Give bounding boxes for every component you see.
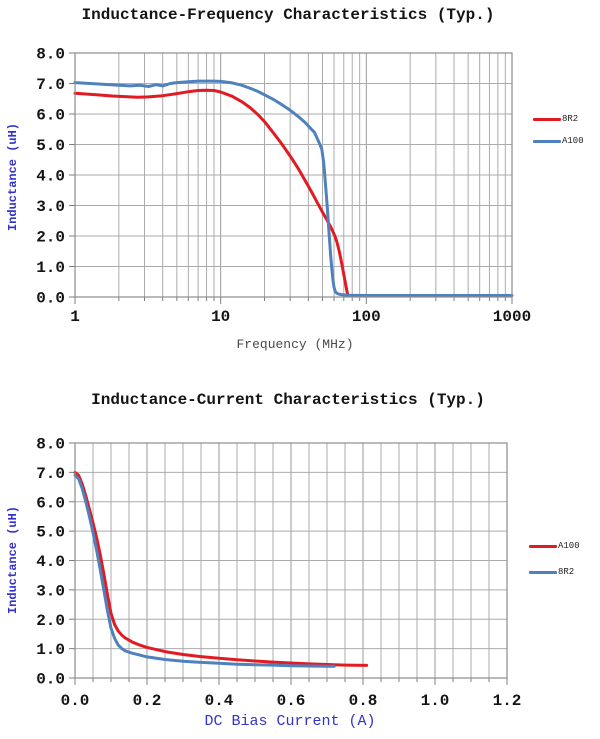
svg-text:5.0: 5.0 <box>36 137 65 155</box>
legend-swatch-8R2 <box>533 117 561 121</box>
legend-label: A100 <box>562 136 584 146</box>
svg-text:0.2: 0.2 <box>133 692 162 710</box>
svg-text:0.0: 0.0 <box>36 290 65 308</box>
svg-text:0.4: 0.4 <box>205 692 234 710</box>
svg-text:4.0: 4.0 <box>36 168 65 186</box>
grid-lines <box>75 443 507 678</box>
legend-item-A100: A100 <box>533 130 584 152</box>
svg-text:3.0: 3.0 <box>36 198 65 216</box>
svg-text:6.0: 6.0 <box>36 107 65 125</box>
series-lines <box>73 79 514 298</box>
svg-text:1000: 1000 <box>493 308 531 326</box>
series-line-A100 <box>73 79 514 297</box>
svg-text:7.0: 7.0 <box>36 76 65 94</box>
svg-text:2.0: 2.0 <box>36 612 65 630</box>
inductance-frequency-chart: Inductance-Frequency Characteristics (Ty… <box>6 6 584 352</box>
legend: A100 8R2 <box>529 533 580 585</box>
svg-text:0.8: 0.8 <box>349 692 378 710</box>
plot-frame <box>74 52 513 298</box>
svg-text:6.0: 6.0 <box>36 494 65 512</box>
svg-text:1.0: 1.0 <box>36 259 65 277</box>
svg-text:7.0: 7.0 <box>36 465 65 483</box>
legend-item-A100: A100 <box>529 533 580 559</box>
frequency-plot-area: 0.0 1.0 2.0 3.0 4.0 5.0 6.0 7.0 8.0 1 10 100 1000 <box>36 46 531 326</box>
svg-text:10: 10 <box>211 308 230 326</box>
legend-label: 8R2 <box>562 114 579 124</box>
tick-labels: 0.0 1.0 2.0 3.0 4.0 5.0 6.0 7.0 8.0 1 10 100 1000 <box>36 46 531 326</box>
grid-lines <box>75 53 512 297</box>
legend-swatch-A100 <box>529 544 557 548</box>
legend-swatch-A100 <box>533 139 561 143</box>
svg-text:8.0: 8.0 <box>36 46 65 64</box>
axis-ticks <box>69 52 513 304</box>
legend-label: A100 <box>558 541 580 551</box>
svg-text:0.0: 0.0 <box>36 671 65 689</box>
series-line-8R2 <box>73 473 336 668</box>
legend-item-8R2: 8R2 <box>529 559 580 585</box>
svg-text:1: 1 <box>70 308 80 326</box>
inductance-current-chart: Inductance-Current Characteristics (Typ.… <box>0 372 600 739</box>
series-lines <box>73 470 369 668</box>
legend-label: 8R2 <box>558 567 575 577</box>
legend-item-8R2: 8R2 <box>533 108 584 130</box>
svg-text:3.0: 3.0 <box>36 582 65 600</box>
tick-labels: 0.0 1.0 2.0 3.0 4.0 5.0 6.0 7.0 8.0 0.0 0.2 0.4 0.6 0… <box>36 436 521 710</box>
svg-text:100: 100 <box>352 308 381 326</box>
svg-text:2.0: 2.0 <box>36 229 65 247</box>
chart-title: Inductance-Current Characteristics (Typ.… <box>91 391 485 409</box>
svg-text:4.0: 4.0 <box>36 553 65 571</box>
axis-ticks <box>69 442 508 685</box>
svg-text:1.0: 1.0 <box>36 641 65 659</box>
series-line-A100 <box>73 470 369 667</box>
x-axis-label: DC Bias Current (A) <box>204 713 376 730</box>
current-plot-area: 0.0 1.0 2.0 3.0 4.0 5.0 6.0 7.0 8.0 0.0 0.2 0.4 0.6 0… <box>36 436 521 710</box>
svg-text:8.0: 8.0 <box>36 436 65 454</box>
svg-text:0.0: 0.0 <box>61 692 90 710</box>
legend-swatch-8R2 <box>529 570 557 574</box>
plot-frame <box>74 442 508 679</box>
svg-text:5.0: 5.0 <box>36 524 65 542</box>
x-axis-label: Frequency (MHz) <box>236 337 354 352</box>
svg-text:1.2: 1.2 <box>493 692 522 710</box>
series-line-8R2 <box>73 88 350 298</box>
svg-text:0.6: 0.6 <box>277 692 306 710</box>
legend: 8R2 A100 <box>533 108 584 152</box>
svg-text:1.0: 1.0 <box>421 692 450 710</box>
chart-title: Inductance-Frequency Characteristics (Ty… <box>81 6 495 24</box>
